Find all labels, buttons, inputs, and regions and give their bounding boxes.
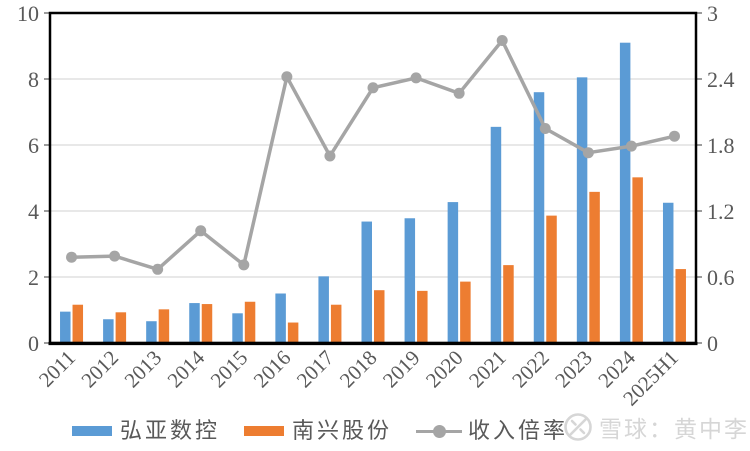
line-point-2020: [453, 87, 465, 99]
line-point-2023: [582, 147, 594, 159]
legend-label-nanxing: 南兴股份: [292, 418, 393, 443]
bar-hongya-2018: [361, 221, 372, 343]
bar-hongya-2023: [576, 77, 588, 343]
bar-nanxing-2022: [546, 215, 557, 343]
bar-hongya-2011: [60, 311, 71, 343]
left-axis-label: 10: [17, 1, 39, 26]
bar-nanxing-2013: [158, 309, 170, 343]
right-axis-label: 2.4: [707, 67, 735, 92]
bar-hongya-2020: [447, 202, 459, 343]
line-point-2019: [410, 72, 422, 84]
legend-label-hongya: 弘亚数控: [120, 418, 221, 443]
bar-hongya-2024: [619, 42, 631, 343]
x-axis-label: 2022: [507, 346, 554, 393]
line-point-2018: [367, 82, 379, 94]
x-axis-label: 2011: [34, 346, 80, 392]
bar-hongya-2022: [533, 92, 545, 343]
bar-nanxing-2019: [417, 290, 428, 343]
bar-nanxing-2016: [287, 322, 299, 343]
line-point-2014: [195, 225, 207, 237]
bar-nanxing-2025H1: [675, 269, 686, 343]
bar-hongya-2017: [318, 276, 329, 343]
legend-swatch-revenue-multiple: [416, 424, 463, 438]
bar-hongya-2025H1: [662, 202, 674, 343]
legend-swatch-hongya: [72, 426, 112, 436]
bar-nanxing-2012: [115, 312, 127, 343]
x-axis-label: 2016: [249, 346, 296, 393]
right-axis-label: 0.6: [707, 265, 735, 290]
bar-hongya-2013: [146, 321, 157, 343]
x-axis-label: 2012: [76, 346, 123, 393]
bar-hongya-2014: [189, 303, 200, 343]
bar-nanxing-2011: [72, 304, 84, 343]
x-axis-label: 2019: [378, 346, 425, 393]
line-point-2021: [496, 35, 508, 46]
legend-swatch-nanxing: [244, 426, 285, 436]
left-axis-label: 0: [28, 331, 39, 356]
left-axis-label: 8: [28, 67, 39, 92]
line-point-2013: [152, 263, 164, 275]
line-point-2016: [281, 71, 293, 83]
legend: 弘亚数控 南兴股份 收入倍率: [72, 418, 592, 444]
bar-hongya-2016: [275, 293, 286, 343]
x-axis-label: 2013: [120, 346, 167, 393]
bar-hongya-2019: [404, 218, 416, 343]
right-axis-label: 0: [707, 331, 718, 356]
right-axis-label: 3: [707, 1, 718, 26]
bar-nanxing-2024: [632, 177, 643, 343]
bar-nanxing-2017: [330, 304, 342, 343]
legend-label-revenue-multiple: 收入倍率: [468, 418, 569, 443]
bar-nanxing-2020: [460, 281, 471, 343]
line-point-2022: [539, 123, 551, 134]
bar-hongya-2015: [232, 313, 243, 343]
bar-nanxing-2023: [589, 191, 600, 343]
watermark-text: 雪球：黄中李: [599, 416, 749, 442]
line-point-2011: [66, 251, 78, 263]
left-axis-label: 4: [28, 199, 39, 224]
bar-nanxing-2018: [374, 290, 385, 343]
bar-nanxing-2021: [503, 265, 514, 343]
left-axis-label: 6: [28, 133, 39, 158]
left-axis-label: 2: [28, 265, 39, 290]
legend-item-revenue-multiple: 收入倍率: [416, 418, 568, 444]
x-axis-label: 2020: [421, 346, 468, 393]
legend-item-nanxing: 南兴股份: [244, 418, 392, 444]
right-axis-label: 1.8: [707, 133, 735, 158]
x-axis-label: 2017: [292, 346, 339, 393]
line-point-2012: [109, 250, 121, 262]
line-point-2024: [625, 140, 637, 152]
line-point-2015: [238, 259, 250, 271]
watermark: 雪球：黄中李: [562, 410, 749, 444]
xueqiu-logo-icon: [564, 413, 592, 441]
bar-hongya-2021: [490, 126, 502, 343]
x-axis-label: 2018: [335, 346, 382, 393]
line-point-2025H1: [668, 130, 680, 142]
x-axis-label: 2014: [163, 345, 210, 392]
bar-nanxing-2014: [201, 304, 213, 343]
x-axis-label: 2023: [550, 346, 597, 393]
x-axis-label: 2015: [206, 346, 253, 393]
x-axis-label: 2021: [464, 346, 511, 393]
right-axis-label: 1.2: [707, 199, 735, 224]
legend-item-hongya: 弘亚数控: [72, 418, 220, 444]
bar-nanxing-2015: [244, 301, 256, 343]
bar-hongya-2012: [103, 319, 114, 343]
line-point-2017: [324, 150, 336, 162]
